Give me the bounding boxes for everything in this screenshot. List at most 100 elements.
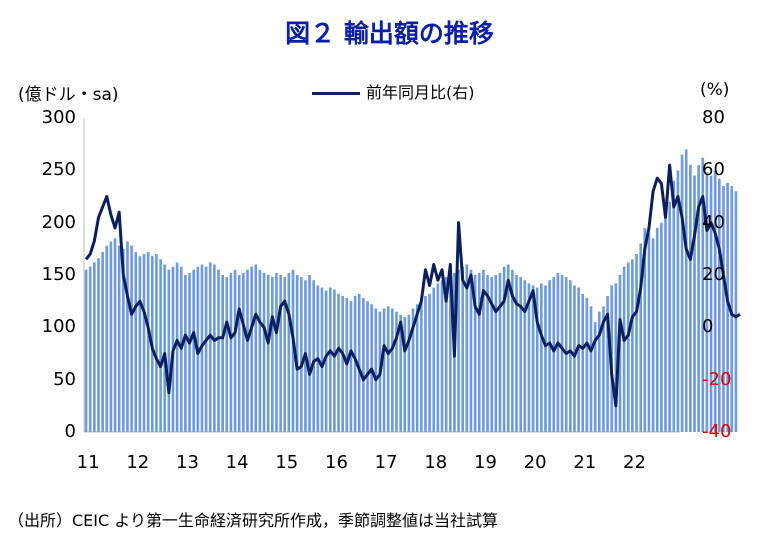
export-bar <box>734 191 738 432</box>
export-bar <box>432 287 436 432</box>
legend-line-swatch <box>312 92 360 95</box>
chart-title: 図２ 輸出額の推移 <box>285 19 494 48</box>
export-bar <box>254 264 258 432</box>
export-bar <box>225 277 229 432</box>
export-bar <box>465 264 469 432</box>
right-tick-label: 40 <box>702 211 725 233</box>
export-bar <box>395 311 398 432</box>
right-tick-label: 80 <box>702 107 725 128</box>
export-bar <box>84 269 88 432</box>
export-bar <box>366 301 369 432</box>
export-bar <box>589 306 593 432</box>
export-bar <box>229 272 233 432</box>
export-bar <box>593 322 597 432</box>
export-bar <box>287 272 291 432</box>
export-bar <box>217 269 220 432</box>
export-bar <box>101 251 104 432</box>
export-bar <box>477 272 481 432</box>
export-bar <box>581 293 585 432</box>
export-bar <box>192 269 196 432</box>
x-tick-label: 12 <box>126 452 150 473</box>
export-bar <box>548 280 551 432</box>
export-bar <box>175 262 179 432</box>
export-bar <box>159 259 162 432</box>
export-bar <box>155 254 158 432</box>
export-bar <box>362 298 365 432</box>
export-bar <box>614 283 618 432</box>
x-tick-label: 11 <box>76 452 100 473</box>
export-bar <box>713 170 717 432</box>
export-bar <box>328 287 332 432</box>
left-tick-label: 250 <box>41 159 76 181</box>
export-bar <box>506 264 510 432</box>
export-bar <box>622 266 626 432</box>
export-bar <box>411 308 415 432</box>
export-bar <box>647 233 651 432</box>
export-bar <box>391 308 394 432</box>
export-bar <box>689 165 692 432</box>
export-bar <box>709 175 713 432</box>
export-bar <box>320 287 324 432</box>
export-bar <box>349 301 353 432</box>
x-tick-label: 20 <box>523 452 547 473</box>
export-bar <box>602 306 605 432</box>
export-bar <box>208 262 212 432</box>
right-tick-label: 0 <box>702 316 714 338</box>
export-bar <box>635 254 638 432</box>
left-axis-label: (億ドル・sa) <box>18 85 119 105</box>
export-bar <box>684 149 688 432</box>
export-bar <box>130 245 133 432</box>
export-bar <box>519 277 522 432</box>
export-bar <box>337 293 340 432</box>
export-bar <box>668 201 671 432</box>
export-bar <box>473 275 477 432</box>
export-bar <box>142 254 146 432</box>
x-tick-label: 21 <box>573 452 597 473</box>
export-bar <box>515 275 518 432</box>
export-bar <box>428 293 431 432</box>
export-bar <box>374 308 378 432</box>
right-tick-label: -20 <box>702 368 732 390</box>
export-bar <box>577 287 580 432</box>
export-bar <box>97 258 100 432</box>
export-bar <box>693 175 696 432</box>
export-bar <box>221 275 224 432</box>
legend-line-label: 前年同月比(右) <box>366 83 475 102</box>
export-bar <box>353 295 357 432</box>
x-tick-label: 13 <box>176 452 199 473</box>
right-tick-label: 20 <box>702 264 725 285</box>
export-bar <box>643 227 647 432</box>
export-bar <box>461 266 465 432</box>
export-bar <box>523 280 527 432</box>
export-bar <box>436 283 440 432</box>
right-axis-label: (%) <box>700 80 730 100</box>
export-bar <box>105 245 109 432</box>
export-bar <box>382 308 386 432</box>
export-bar <box>597 311 601 432</box>
export-bar <box>535 287 539 432</box>
export-bar <box>275 272 278 432</box>
export-bar <box>324 290 328 432</box>
left-tick-label: 200 <box>41 211 76 233</box>
left-tick-label: 100 <box>41 316 76 338</box>
export-bar <box>386 306 390 432</box>
export-bar <box>420 301 423 432</box>
export-bar <box>167 269 171 432</box>
export-bar <box>540 283 543 432</box>
export-bar <box>626 262 630 432</box>
export-bar <box>204 266 208 432</box>
export-bar <box>271 277 274 432</box>
export-bar <box>93 262 96 432</box>
export-bar <box>448 275 452 432</box>
export-bar <box>126 241 129 432</box>
export-bar <box>469 269 473 432</box>
export-bar <box>618 275 622 432</box>
export-bar <box>399 314 402 432</box>
export-bar <box>122 248 125 432</box>
export-bar <box>117 245 121 432</box>
export-bar <box>560 275 564 432</box>
export-bar <box>544 285 547 432</box>
export-bar <box>552 277 556 432</box>
export-bar <box>440 280 444 432</box>
x-tick-label: 18 <box>424 452 448 473</box>
